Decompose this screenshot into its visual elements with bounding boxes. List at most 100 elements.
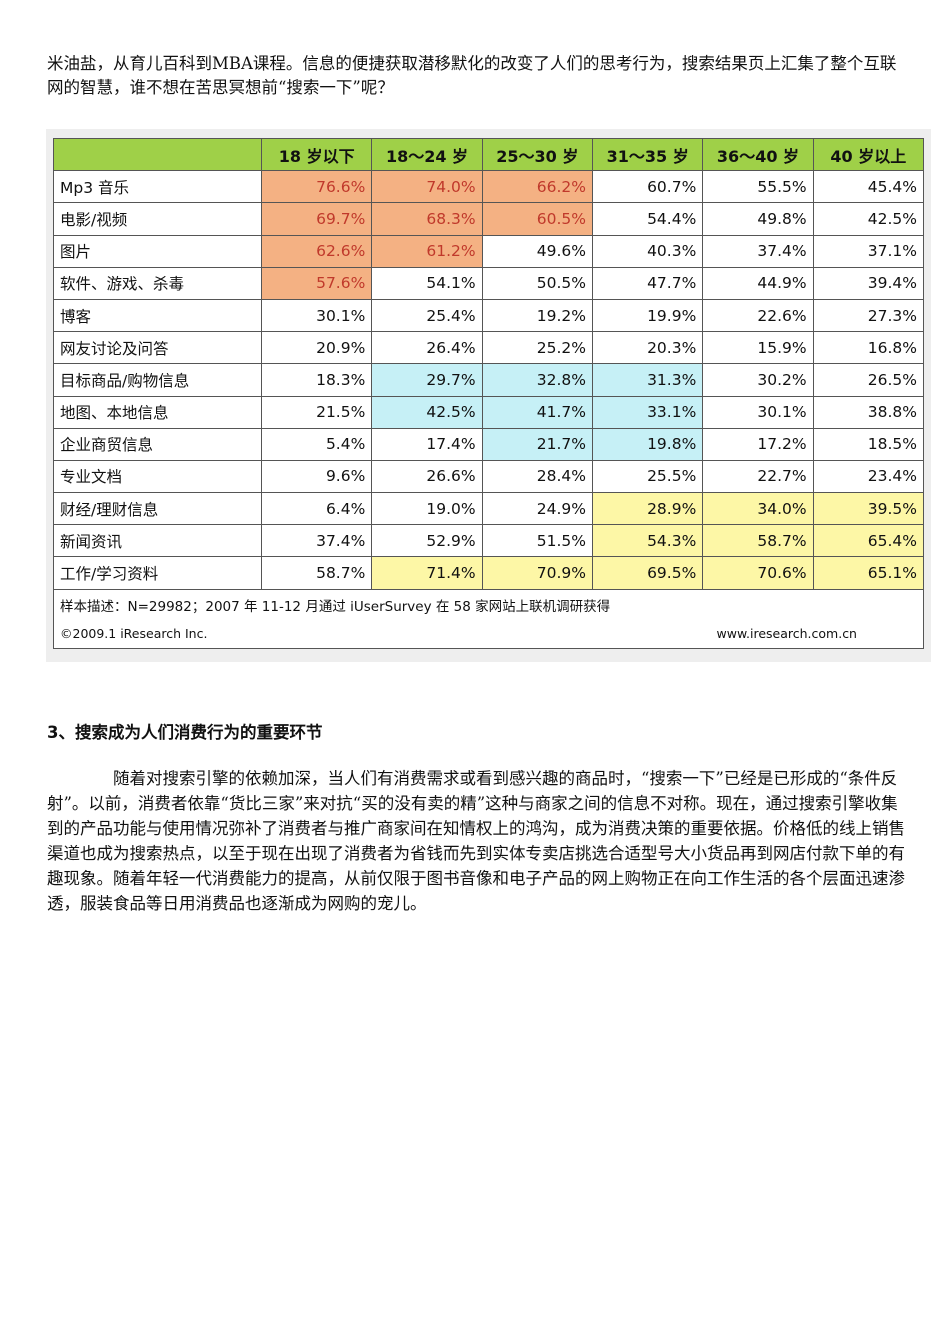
- table-row: 财经/理财信息 6.4% 19.0% 24.9% 28.9% 34.0% 39.5%: [53, 492, 925, 526]
- value-cell: 76.6%: [260, 170, 373, 204]
- category-cell: 地图、本地信息: [53, 395, 262, 429]
- value-cell: 37.4%: [702, 234, 814, 268]
- value-cell: 60.7%: [591, 170, 704, 204]
- value-cell: 44.9%: [702, 266, 814, 300]
- category-cell: 目标商品/购物信息: [53, 363, 262, 397]
- value-cell: 37.1%: [812, 234, 925, 268]
- value-cell: 52.9%: [371, 524, 483, 558]
- value-cell: 65.4%: [812, 524, 925, 558]
- value-cell: 17.4%: [371, 427, 483, 461]
- value-cell: 66.2%: [481, 170, 593, 204]
- value-cell: 34.0%: [702, 492, 814, 526]
- category-cell: 专业文档: [53, 459, 262, 494]
- table-row: 新闻资讯 37.4% 52.9% 51.5% 54.3% 58.7% 65.4%: [53, 524, 925, 558]
- category-cell: 电影/视频: [53, 202, 262, 236]
- value-cell: 24.9%: [481, 492, 593, 526]
- value-cell: 51.5%: [481, 524, 593, 558]
- value-cell: 39.4%: [812, 266, 925, 300]
- body-paragraph: 随着对搜索引擎的依赖加深，当人们有消费需求或看到感兴趣的商品时，“搜索一下”已经…: [47, 769, 905, 913]
- table-row: 专业文档 9.6% 26.6% 28.4% 25.5% 22.7% 23.4%: [53, 459, 925, 494]
- value-cell: 50.5%: [481, 266, 593, 300]
- value-cell: 42.5%: [812, 202, 925, 236]
- value-cell: 39.5%: [812, 492, 925, 526]
- header-age-group: 40 岁以上: [812, 137, 925, 172]
- table-row: 博客 30.1% 25.4% 19.2% 19.9% 22.6% 27.3%: [53, 298, 925, 333]
- value-cell: 22.6%: [702, 298, 814, 333]
- value-cell: 65.1%: [812, 556, 925, 590]
- value-cell: 19.9%: [591, 298, 704, 333]
- value-cell: 19.2%: [481, 298, 593, 333]
- value-cell: 58.7%: [260, 556, 373, 590]
- value-cell: 29.7%: [371, 363, 483, 397]
- intro-paragraph: 米油盐，从育儿百科到MBA课程。信息的便捷获取潜移默化的改变了人们的思考行为，搜…: [47, 54, 897, 97]
- header-age-group: 36～40 岁: [702, 137, 814, 172]
- value-cell: 16.8%: [812, 331, 925, 365]
- category-cell: 企业商贸信息: [53, 427, 262, 461]
- value-cell: 19.8%: [591, 427, 704, 461]
- value-cell: 40.3%: [591, 234, 704, 268]
- value-cell: 23.4%: [812, 459, 925, 494]
- table-row: 工作/学习资料 58.7% 71.4% 70.9% 69.5% 70.6% 65.1%: [53, 556, 925, 590]
- value-cell: 25.5%: [591, 459, 704, 494]
- value-cell: 26.4%: [371, 331, 483, 365]
- value-cell: 70.9%: [481, 556, 593, 590]
- value-cell: 30.1%: [260, 298, 373, 333]
- header-age-group: 18 岁以下: [260, 137, 373, 172]
- website-text: www.iresearch.com.cn: [716, 626, 858, 642]
- value-cell: 54.3%: [591, 524, 704, 558]
- value-cell: 21.5%: [260, 395, 373, 429]
- category-cell: 图片: [53, 234, 262, 268]
- source-footer-row: ©2009.1 iResearch Inc. www.iresearch.com…: [53, 619, 924, 649]
- category-cell: Mp3 音乐: [53, 170, 262, 204]
- sample-note: 样本描述：N=29982；2007 年 11-12 月通过 iUserSurve…: [53, 588, 924, 620]
- value-cell: 9.6%: [260, 459, 373, 494]
- table-row: 网友讨论及问答 20.9% 26.4% 25.2% 20.3% 15.9% 16.8%: [53, 331, 925, 365]
- value-cell: 15.9%: [702, 331, 814, 365]
- value-cell: 19.0%: [371, 492, 483, 526]
- value-cell: 57.6%: [260, 266, 373, 300]
- value-cell: 42.5%: [371, 395, 483, 429]
- value-cell: 74.0%: [371, 170, 483, 204]
- value-cell: 69.5%: [591, 556, 704, 590]
- table-row: 目标商品/购物信息 18.3% 29.7% 32.8% 31.3% 30.2% 26.5%: [53, 363, 925, 397]
- value-cell: 55.5%: [702, 170, 814, 204]
- value-cell: 60.5%: [481, 202, 593, 236]
- category-cell: 新闻资讯: [53, 524, 262, 558]
- table-row: 电影/视频 69.7% 68.3% 60.5% 54.4% 49.8% 42.5%: [53, 202, 925, 236]
- value-cell: 62.6%: [260, 234, 373, 268]
- table-header-row: 18 岁以下 18～24 岁 25～30 岁 31～35 岁 36～40 岁 4…: [53, 137, 925, 172]
- value-cell: 37.4%: [260, 524, 373, 558]
- section-heading: 3、搜索成为人们消费行为的重要环节: [47, 723, 323, 742]
- value-cell: 38.8%: [812, 395, 925, 429]
- value-cell: 25.4%: [371, 298, 483, 333]
- header-age-group: 18～24 岁: [371, 137, 483, 172]
- category-cell: 财经/理财信息: [53, 492, 262, 526]
- value-cell: 54.4%: [591, 202, 704, 236]
- value-cell: 47.7%: [591, 266, 704, 300]
- value-cell: 26.6%: [371, 459, 483, 494]
- category-cell: 工作/学习资料: [53, 556, 262, 590]
- category-cell: 博客: [53, 298, 262, 333]
- value-cell: 6.4%: [260, 492, 373, 526]
- value-cell: 54.1%: [371, 266, 483, 300]
- value-cell: 20.9%: [260, 331, 373, 365]
- value-cell: 17.2%: [702, 427, 814, 461]
- value-cell: 5.4%: [260, 427, 373, 461]
- value-cell: 58.7%: [702, 524, 814, 558]
- value-cell: 18.5%: [812, 427, 925, 461]
- value-cell: 71.4%: [371, 556, 483, 590]
- value-cell: 45.4%: [812, 170, 925, 204]
- value-cell: 20.3%: [591, 331, 704, 365]
- value-cell: 26.5%: [812, 363, 925, 397]
- table-row: 地图、本地信息 21.5% 42.5% 41.7% 33.1% 30.1% 38.8%: [53, 395, 925, 429]
- value-cell: 41.7%: [481, 395, 593, 429]
- search-content-by-age-table: 18 岁以下 18～24 岁 25～30 岁 31～35 岁 36～40 岁 4…: [53, 137, 925, 649]
- value-cell: 31.3%: [591, 363, 704, 397]
- value-cell: 49.6%: [481, 234, 593, 268]
- value-cell: 28.9%: [591, 492, 704, 526]
- value-cell: 22.7%: [702, 459, 814, 494]
- copyright-text: ©2009.1 iResearch Inc.: [60, 626, 208, 642]
- value-cell: 18.3%: [260, 363, 373, 397]
- value-cell: 69.7%: [260, 202, 373, 236]
- value-cell: 30.1%: [702, 395, 814, 429]
